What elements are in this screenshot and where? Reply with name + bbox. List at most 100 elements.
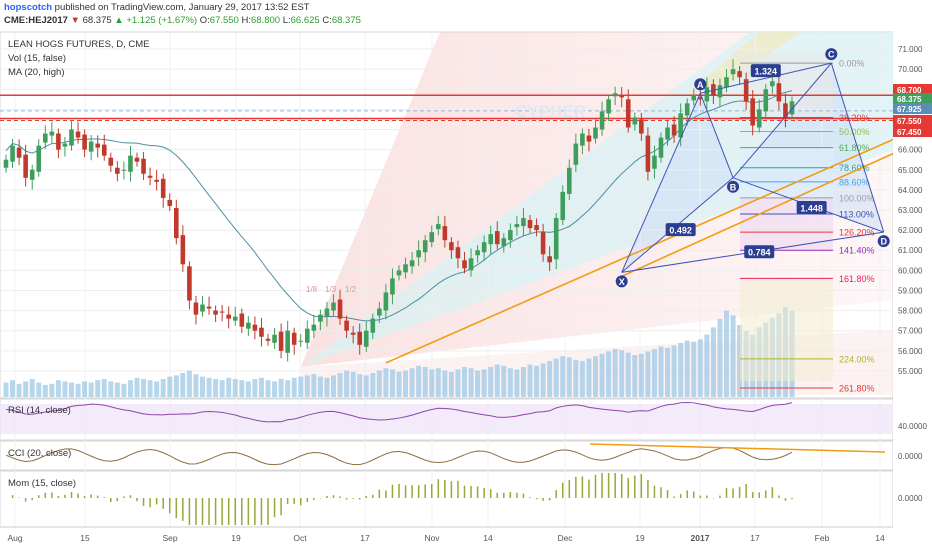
volume-bar bbox=[540, 363, 546, 397]
high-value: 68.800 bbox=[250, 15, 281, 26]
price-axis[interactable]: 71.00070.00069.00068.00067.00066.00065.0… bbox=[893, 32, 932, 527]
candle-body bbox=[226, 314, 231, 319]
volume-bar bbox=[200, 376, 205, 397]
candle-body bbox=[462, 260, 467, 269]
ratio-badge bbox=[796, 200, 827, 214]
volume-bar bbox=[304, 375, 310, 397]
price-tag bbox=[893, 93, 932, 104]
volume-bar bbox=[350, 371, 356, 397]
volume-bar bbox=[501, 365, 507, 397]
high-label: H: bbox=[241, 15, 251, 26]
price-tag-label: 68.375 bbox=[897, 95, 922, 104]
pattern-point-label: A bbox=[697, 80, 704, 90]
legend-ma[interactable]: MA (20, high) bbox=[8, 67, 65, 78]
volume-bar bbox=[298, 376, 304, 397]
open-label: O: bbox=[199, 15, 210, 26]
candle-body bbox=[239, 313, 245, 327]
y-tick-label: 70.000 bbox=[898, 65, 923, 74]
fib-level-label: 113.00% bbox=[839, 210, 874, 220]
volume-bar bbox=[717, 319, 723, 397]
candle-body bbox=[95, 143, 100, 148]
fib-level-label: 78.60% bbox=[839, 163, 870, 173]
y-tick-label: 56.000 bbox=[898, 347, 923, 356]
volume-bar bbox=[651, 349, 657, 397]
pattern-point-marker bbox=[694, 78, 707, 91]
low-label: L: bbox=[282, 15, 291, 26]
harmonic-pattern: X A B C D 1.324 0.492 1.448 0.784 bbox=[615, 48, 890, 288]
candle-body bbox=[678, 113, 683, 138]
volume-bar bbox=[62, 381, 68, 397]
candle-body bbox=[730, 69, 736, 75]
volume-bar bbox=[691, 341, 697, 397]
price-change: +1.125 (+1.67%) bbox=[126, 15, 198, 26]
x-tick-label: Feb bbox=[815, 533, 830, 543]
candle-body bbox=[350, 332, 356, 335]
fib-level-label: 261.80% bbox=[839, 384, 875, 394]
volume-bar bbox=[75, 383, 81, 397]
author-name[interactable]: hopscotch bbox=[4, 2, 53, 13]
pattern-point-label: B bbox=[730, 182, 737, 192]
legend-vol[interactable]: Vol (15, false) bbox=[8, 53, 66, 64]
rsi-line bbox=[0, 401, 893, 434]
volume-bar bbox=[507, 368, 513, 397]
volume-bar bbox=[665, 347, 671, 397]
price-tag-label: 67.925 bbox=[897, 105, 922, 114]
ratio-label: 1.448 bbox=[800, 203, 823, 213]
close-label: C: bbox=[322, 15, 332, 26]
volume-bar bbox=[416, 365, 422, 397]
candle-body bbox=[193, 302, 199, 315]
volume-bar bbox=[586, 358, 592, 397]
mom-label[interactable]: Mom (15, close) bbox=[8, 478, 76, 489]
candle-body bbox=[645, 135, 651, 172]
volume-bar bbox=[435, 368, 441, 397]
candle-body bbox=[324, 308, 330, 317]
candle-body bbox=[632, 117, 638, 125]
candle-body bbox=[776, 83, 782, 102]
volume-bar bbox=[160, 379, 166, 397]
volume-bar bbox=[239, 380, 245, 397]
candle-body bbox=[475, 250, 480, 256]
candle-body bbox=[213, 310, 218, 315]
volume-bar bbox=[579, 361, 585, 397]
volume-bar bbox=[88, 382, 94, 397]
candle-body bbox=[698, 97, 703, 100]
mom-pane[interactable] bbox=[0, 470, 894, 528]
candle-body bbox=[305, 328, 310, 343]
volume-bar bbox=[625, 352, 631, 397]
candle-body bbox=[298, 340, 304, 342]
candle-body bbox=[29, 169, 35, 180]
volume-bar bbox=[69, 382, 74, 397]
candle-body bbox=[115, 167, 120, 174]
candle-body bbox=[534, 225, 539, 231]
published-text: published on TradingView.com, January 29… bbox=[54, 2, 310, 13]
pattern-point-label: D bbox=[880, 237, 887, 247]
candle-body bbox=[527, 220, 533, 229]
ratio-badge bbox=[744, 245, 775, 259]
volume-bar bbox=[448, 371, 454, 397]
volume-bar bbox=[684, 340, 690, 397]
price-tag bbox=[893, 103, 932, 114]
candle-body bbox=[43, 133, 48, 143]
volume-bar bbox=[560, 356, 566, 397]
candle-body bbox=[36, 145, 42, 172]
legend-title: LEAN HOGS FUTURES, D, CME bbox=[8, 39, 149, 50]
pattern-point-label: X bbox=[619, 277, 625, 287]
time-axis[interactable]: Aug 15 Sep 19 Oct 17 Nov 14 Dec 19 2017 17 Feb 14 bbox=[0, 526, 893, 543]
close-value: 68.375 bbox=[331, 15, 361, 26]
price-tag bbox=[893, 84, 932, 95]
volume-bar bbox=[409, 368, 415, 397]
volume-bar bbox=[55, 380, 61, 397]
cci-label[interactable]: CCI (20, close) bbox=[8, 448, 71, 459]
cci-pane[interactable] bbox=[0, 440, 894, 471]
volume-bar bbox=[42, 385, 48, 397]
volume-bar bbox=[317, 376, 323, 397]
volume-bar bbox=[573, 359, 579, 397]
volume-bar bbox=[331, 375, 336, 397]
volume-bar bbox=[396, 371, 402, 397]
candle-body bbox=[383, 292, 389, 311]
x-tick-label: 17 bbox=[360, 533, 370, 543]
rsi-label[interactable]: RSI (14, close) bbox=[8, 405, 71, 416]
trend-line-1 bbox=[385, 138, 894, 364]
pattern-point-marker bbox=[615, 275, 628, 288]
